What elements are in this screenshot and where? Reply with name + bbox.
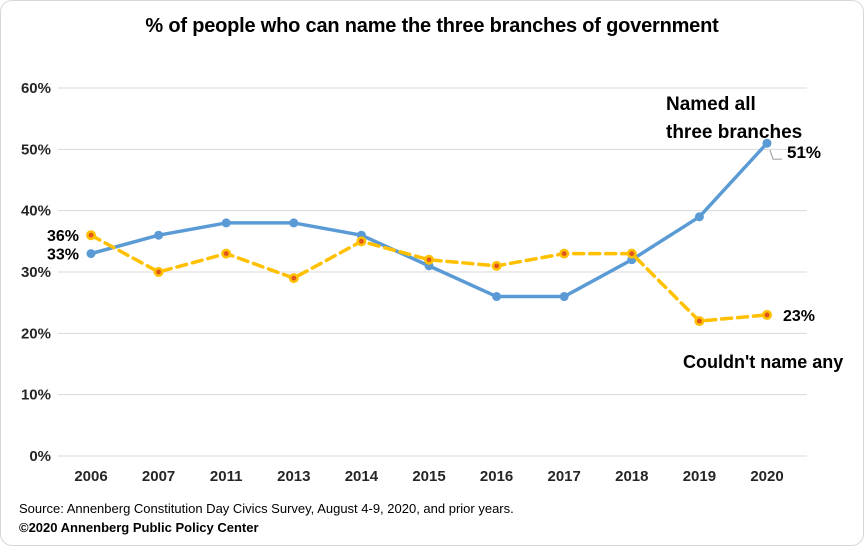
source-text: Source: Annenberg Constitution Day Civic… xyxy=(19,501,514,516)
data-point-marker xyxy=(559,292,569,302)
x-axis-labels: 2006 2007 2011 2013 2014 2015 2016 2017 2018 2019… xyxy=(74,468,783,485)
data-point-marker-center xyxy=(561,251,567,256)
data-point-marker-center xyxy=(359,238,364,244)
data-point-marker xyxy=(289,218,299,228)
data-point-marker-center xyxy=(426,257,432,263)
series-couldn-t-name-any xyxy=(86,230,772,327)
data-point-marker xyxy=(86,249,96,259)
gridlines xyxy=(58,87,807,457)
x-tick-label: 2018 xyxy=(615,468,648,485)
blue-series-label: Named all xyxy=(666,94,756,115)
orange-series-label: Couldn't name any xyxy=(683,352,843,372)
x-tick-label: 2016 xyxy=(480,468,513,485)
callout-leader-line xyxy=(769,150,782,160)
blue-start-label: 33% xyxy=(47,247,79,264)
line-chart: 0% 10% 20% 30% 40% 50% 60% 2006 2007 2011 2013 2014… xyxy=(21,80,843,485)
orange-end-label: 23% xyxy=(783,308,815,325)
series-line xyxy=(89,141,769,299)
series-line xyxy=(89,233,769,323)
orange-start-label: 36% xyxy=(47,228,79,245)
copyright-text: ©2020 Annenberg Public Policy Center xyxy=(19,520,259,535)
y-axis-labels: 0% 10% 20% 30% 40% 50% 60% xyxy=(21,80,51,465)
data-point-marker-center xyxy=(764,312,770,318)
data-point-marker xyxy=(762,138,772,148)
x-tick-label: 2006 xyxy=(74,468,107,485)
x-tick-label: 2020 xyxy=(750,468,783,485)
x-tick-label: 2013 xyxy=(277,468,310,485)
series-named-all-three-branches xyxy=(86,138,772,302)
data-point-marker-center xyxy=(223,251,229,256)
blue-end-label: 51% xyxy=(787,143,821,162)
x-tick-label: 2007 xyxy=(142,468,175,485)
data-point-marker xyxy=(492,292,502,302)
data-point-marker xyxy=(694,212,704,222)
data-point-marker-center xyxy=(494,263,499,269)
blue-series-label: three branches xyxy=(666,122,802,143)
x-tick-label: 2014 xyxy=(345,468,379,485)
y-tick-label: 30% xyxy=(21,264,51,281)
data-point-marker-center xyxy=(156,269,162,275)
data-point-marker-center xyxy=(629,251,635,256)
x-tick-label: 2019 xyxy=(683,468,716,485)
y-tick-label: 40% xyxy=(21,203,51,220)
chart-title: % of people who can name the three branc… xyxy=(145,15,719,37)
x-tick-label: 2015 xyxy=(412,468,445,485)
data-point-marker-center xyxy=(697,318,702,324)
data-point-marker xyxy=(221,218,231,228)
y-tick-label: 10% xyxy=(21,387,51,404)
data-point-marker xyxy=(154,230,164,240)
y-tick-label: 60% xyxy=(21,80,51,97)
data-point-marker-center xyxy=(88,232,94,238)
source-block: Source: Annenberg Constitution Day Civic… xyxy=(19,499,839,537)
x-tick-label: 2011 xyxy=(210,468,243,485)
y-tick-label: 50% xyxy=(21,141,51,158)
y-tick-label: 0% xyxy=(29,448,51,465)
y-tick-label: 20% xyxy=(21,325,51,342)
x-tick-label: 2017 xyxy=(548,468,581,485)
data-point-marker-center xyxy=(291,275,297,281)
